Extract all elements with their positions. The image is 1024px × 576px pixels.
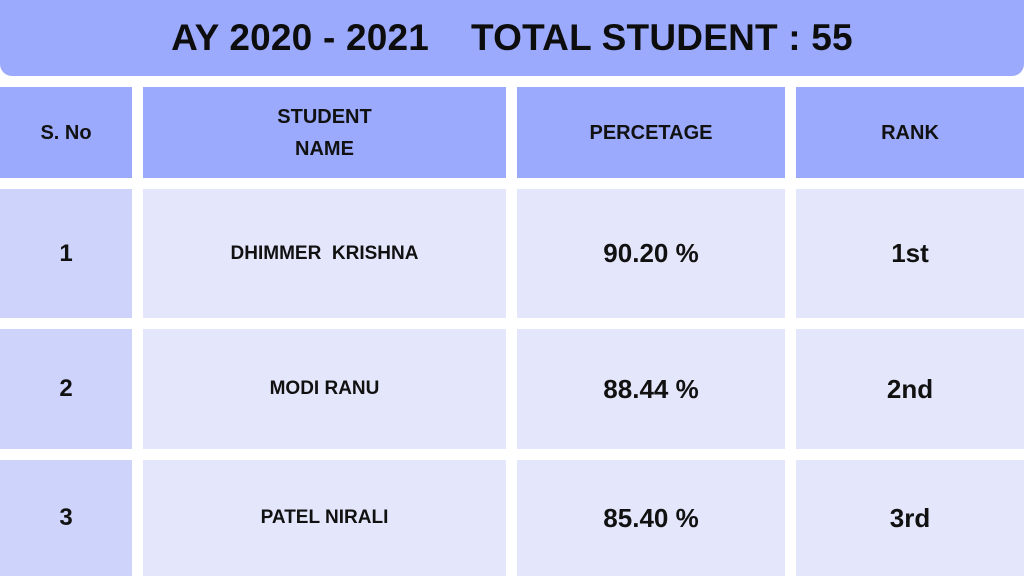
column-header-percentage: PERCETAGE: [517, 87, 785, 178]
table-cell-percentage: 90.20 %: [517, 189, 785, 318]
table-cell-rank: 2nd: [796, 329, 1024, 449]
table-cell-student-name: DHIMMER KRISHNA: [143, 189, 506, 318]
table-cell-percentage: 88.44 %: [517, 329, 785, 449]
column-header-rank: RANK: [796, 87, 1024, 178]
title-banner: AY 2020 - 2021 TOTAL STUDENT : 55: [0, 0, 1024, 76]
table-cell-sno: 2: [0, 329, 132, 449]
table-cell-percentage: 85.40 %: [517, 460, 785, 576]
table-cell-student-name: PATEL NIRALI: [143, 460, 506, 576]
table-cell-student-name: MODI RANU: [143, 329, 506, 449]
column-header-student-name: STUDENT NAME: [143, 87, 506, 178]
table-cell-sno: 1: [0, 189, 132, 318]
page-title: AY 2020 - 2021 TOTAL STUDENT : 55: [171, 17, 853, 58]
table-cell-rank: 3rd: [796, 460, 1024, 576]
table-cell-rank: 1st: [796, 189, 1024, 318]
column-header-sno: S. No: [0, 87, 132, 178]
table-cell-sno: 3: [0, 460, 132, 576]
